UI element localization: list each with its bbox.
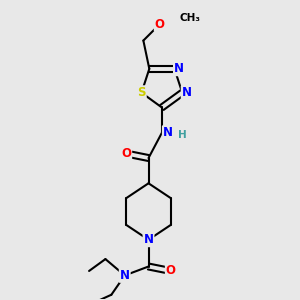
Text: O: O xyxy=(121,147,131,160)
Text: CH₃: CH₃ xyxy=(179,13,200,23)
Text: O: O xyxy=(155,18,165,31)
Text: N: N xyxy=(182,86,192,99)
Text: N: N xyxy=(120,269,130,282)
Text: N: N xyxy=(143,233,154,246)
Text: S: S xyxy=(137,86,146,99)
Text: O: O xyxy=(166,265,176,278)
Text: N: N xyxy=(174,62,184,75)
Text: H: H xyxy=(178,130,187,140)
Text: N: N xyxy=(163,126,173,139)
